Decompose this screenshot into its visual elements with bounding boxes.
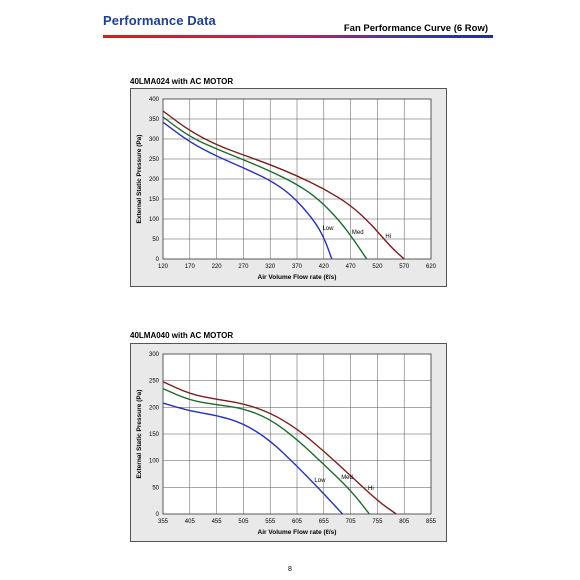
series-line-med — [162, 388, 370, 515]
y-tick-label: 0 — [156, 257, 160, 263]
y-tick-label: 0 — [156, 512, 160, 518]
series-line-low — [162, 402, 344, 515]
series-label-hi: Hi — [368, 486, 374, 492]
y-tick-label: 300 — [149, 137, 160, 143]
chart-2-svg: 355 405 455 505 555 605 655 705 755 805 855 0 50 100 1… — [136, 352, 437, 536]
y-tick-label: 100 — [149, 459, 160, 465]
y-tick-label: 300 — [149, 352, 160, 358]
x-tick-label: 655 — [319, 519, 330, 525]
series-label-low: Low — [322, 226, 334, 232]
chart-1-title: 40LMA024 with AC MOTOR — [130, 77, 234, 86]
y-tick-label: 150 — [149, 197, 160, 203]
page-number: 8 — [288, 566, 292, 573]
x-tick-label: 120 — [158, 264, 169, 270]
x-tick-label: 270 — [238, 264, 249, 270]
chart-2: 355 405 455 505 555 605 655 705 755 805 855 0 50 100 1… — [130, 343, 447, 542]
chart-1: 120 170 220 270 320 370 420 470 520 570 620 0 50 100 1… — [130, 88, 447, 287]
x-tick-label: 855 — [426, 519, 437, 525]
y-tick-label: 250 — [149, 379, 160, 385]
x-axis-label: Air Volume Flow rate (ℓ/s) — [258, 529, 337, 536]
series-label-med: Med — [352, 230, 364, 236]
series-label-med: Med — [341, 475, 353, 481]
y-tick-label: 200 — [149, 177, 160, 183]
y-axis-label: External Static Pressure (Pa) — [136, 135, 143, 224]
series-line-hi — [162, 381, 397, 515]
x-tick-label: 605 — [292, 519, 303, 525]
x-tick-label: 420 — [319, 264, 330, 270]
y-tick-label: 100 — [149, 217, 160, 223]
x-tick-label: 170 — [185, 264, 196, 270]
section-title: Performance Data — [103, 13, 216, 28]
x-tick-label: 455 — [212, 519, 223, 525]
series-label-hi: Hi — [385, 234, 391, 240]
y-tick-label: 350 — [149, 117, 160, 123]
series-line-med — [162, 116, 368, 260]
chart-2-title: 40LMA040 with AC MOTOR — [130, 331, 234, 340]
y-tick-label: 150 — [149, 432, 160, 438]
y-axis-label: External Static Pressure (Pa) — [136, 390, 143, 479]
header-divider — [103, 35, 493, 38]
x-tick-label: 470 — [346, 264, 357, 270]
y-tick-label: 400 — [149, 97, 160, 103]
series-line-low — [162, 121, 333, 260]
chart-1-svg: 120 170 220 270 320 370 420 470 520 570 620 0 50 100 1… — [136, 97, 437, 281]
x-tick-label: 520 — [372, 264, 383, 270]
y-tick-label: 50 — [152, 485, 159, 491]
x-tick-label: 405 — [185, 519, 196, 525]
y-tick-label: 50 — [152, 237, 159, 243]
series-label-low: Low — [314, 478, 326, 484]
y-tick-label: 200 — [149, 405, 160, 411]
x-axis-label: Air Volume Flow rate (ℓ/s) — [258, 274, 337, 281]
x-tick-label: 320 — [265, 264, 276, 270]
x-tick-label: 505 — [238, 519, 249, 525]
x-tick-label: 805 — [399, 519, 410, 525]
x-tick-label: 705 — [346, 519, 357, 525]
x-tick-label: 755 — [372, 519, 383, 525]
series-line-hi — [162, 110, 405, 260]
x-tick-label: 555 — [265, 519, 276, 525]
x-tick-label: 220 — [212, 264, 223, 270]
x-tick-label: 620 — [426, 264, 437, 270]
page-subtitle: Fan Performance Curve (6 Row) — [343, 23, 488, 34]
x-tick-label: 370 — [292, 264, 303, 270]
y-tick-label: 250 — [149, 157, 160, 163]
x-tick-label: 570 — [399, 264, 410, 270]
x-tick-label: 355 — [158, 519, 169, 525]
